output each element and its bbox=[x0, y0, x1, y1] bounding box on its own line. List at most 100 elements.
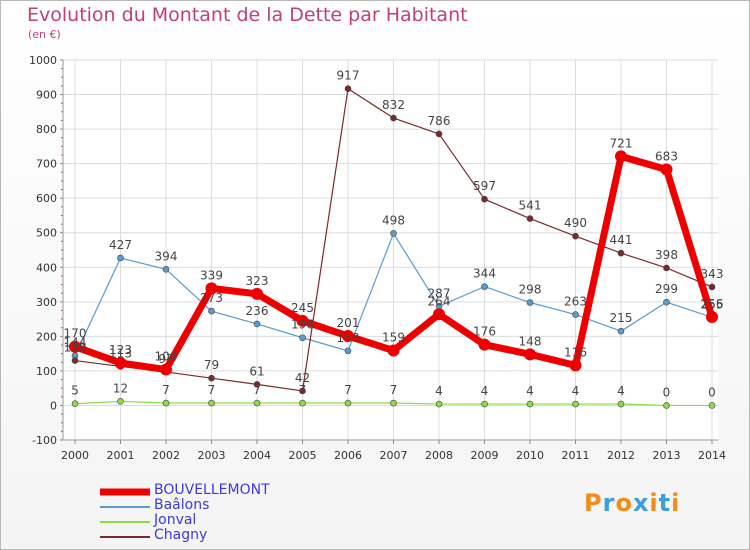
data-label: 215 bbox=[610, 311, 633, 325]
data-label: 299 bbox=[655, 282, 678, 296]
series-point-1 bbox=[390, 230, 397, 237]
data-label: 148 bbox=[519, 334, 542, 348]
legend-label: BOUVELLEMONT bbox=[154, 482, 270, 498]
data-label: 427 bbox=[109, 238, 132, 252]
series-point-0 bbox=[251, 287, 263, 300]
data-label: 4 bbox=[572, 384, 580, 398]
y-tick-label: 200 bbox=[36, 330, 57, 343]
series-point-1 bbox=[162, 266, 170, 273]
series-point-3 bbox=[208, 374, 215, 382]
data-label: 255 bbox=[701, 297, 724, 311]
y-tick-label: -100 bbox=[32, 434, 57, 447]
series-point-0 bbox=[706, 311, 718, 324]
series-point-3 bbox=[526, 215, 534, 222]
series-point-3 bbox=[390, 114, 397, 122]
data-label: 123 bbox=[109, 343, 132, 357]
data-label: 176 bbox=[473, 325, 496, 339]
y-tick-label: 400 bbox=[36, 261, 57, 274]
data-label: 159 bbox=[382, 331, 405, 345]
data-label: 201 bbox=[337, 316, 360, 330]
series-point-0 bbox=[342, 330, 354, 343]
data-label: 264 bbox=[428, 294, 451, 308]
data-label: 344 bbox=[473, 267, 496, 281]
series-point-0 bbox=[387, 344, 400, 357]
series-point-3 bbox=[708, 283, 716, 291]
data-label: 398 bbox=[655, 248, 678, 262]
series-point-1 bbox=[663, 298, 670, 306]
series-point-0 bbox=[660, 163, 673, 176]
data-label: 158 bbox=[337, 331, 360, 345]
series-point-2 bbox=[344, 399, 352, 407]
series-point-1 bbox=[299, 334, 306, 342]
data-label: 786 bbox=[428, 114, 451, 128]
series-point-1 bbox=[208, 307, 215, 315]
series-point-3 bbox=[481, 195, 488, 203]
data-label: 541 bbox=[519, 199, 542, 213]
axes: -100010020030040050060070080090010002000… bbox=[29, 54, 726, 462]
chart-unit: (en €) bbox=[28, 28, 61, 41]
series-point-0 bbox=[205, 282, 218, 295]
data-label: 597 bbox=[473, 179, 496, 193]
data-label: 4 bbox=[617, 384, 625, 398]
series-point-0 bbox=[524, 348, 536, 361]
data-label: 196 bbox=[291, 318, 314, 332]
data-label: 343 bbox=[701, 267, 724, 281]
data-label: 273 bbox=[200, 291, 223, 305]
series-point-2 bbox=[572, 400, 579, 408]
data-label: 4 bbox=[481, 384, 489, 398]
series-point-2 bbox=[435, 400, 443, 408]
series-point-0 bbox=[69, 340, 81, 353]
data-label: 441 bbox=[610, 233, 633, 247]
logo-letter: P bbox=[584, 489, 603, 517]
legend-label: Jonval bbox=[154, 512, 197, 528]
x-tick-label: 2003 bbox=[198, 449, 226, 462]
x-tick-label: 2011 bbox=[562, 449, 590, 462]
series-point-0 bbox=[478, 338, 491, 351]
data-label: 917 bbox=[337, 69, 360, 83]
data-label: 7 bbox=[299, 383, 307, 397]
series-point-3 bbox=[344, 85, 352, 92]
grid bbox=[63, 59, 718, 441]
x-tick-label: 2000 bbox=[61, 449, 89, 462]
series-point-3 bbox=[435, 130, 443, 138]
y-tick-label: 100 bbox=[36, 365, 57, 378]
logo-letter: i bbox=[649, 489, 659, 517]
chart-title: Evolution du Montant de la Dette par Hab… bbox=[27, 4, 468, 26]
series-point-0 bbox=[114, 356, 127, 369]
series-point-0 bbox=[615, 150, 627, 163]
data-label: 4 bbox=[435, 384, 443, 398]
series bbox=[69, 85, 718, 409]
data-label: 144 bbox=[64, 336, 87, 350]
series-point-1 bbox=[344, 347, 352, 355]
data-label: 394 bbox=[155, 249, 178, 263]
series-point-1 bbox=[572, 311, 579, 318]
legend bbox=[100, 488, 150, 538]
x-tick-label: 2010 bbox=[516, 449, 544, 462]
data-label: 61 bbox=[249, 364, 264, 378]
series-point-3 bbox=[299, 387, 306, 395]
x-tick-label: 2013 bbox=[653, 449, 681, 462]
data-label: 498 bbox=[382, 213, 405, 227]
data-label: 339 bbox=[200, 268, 223, 282]
x-tick-label: 2007 bbox=[380, 449, 408, 462]
proxiti-logo: Proxiti bbox=[584, 489, 680, 517]
data-label: 256 bbox=[701, 297, 724, 311]
series-point-3 bbox=[572, 232, 579, 240]
y-tick-label: 0 bbox=[50, 399, 57, 412]
data-label: 7 bbox=[253, 383, 261, 397]
series-point-2 bbox=[481, 400, 488, 408]
data-label: 287 bbox=[428, 286, 451, 300]
series-point-2 bbox=[663, 402, 670, 409]
data-label: 0 bbox=[663, 385, 671, 399]
series-point-2 bbox=[117, 398, 124, 405]
logo-letter: x bbox=[632, 489, 650, 517]
series-point-2 bbox=[390, 399, 397, 407]
legend-label: Baâlons bbox=[154, 497, 210, 513]
data-label: 832 bbox=[382, 98, 405, 112]
data-label: 42 bbox=[295, 371, 310, 385]
series-point-0 bbox=[160, 363, 172, 376]
series-point-0 bbox=[433, 308, 445, 321]
series-point-2 bbox=[526, 400, 534, 408]
data-label: 245 bbox=[291, 301, 314, 315]
